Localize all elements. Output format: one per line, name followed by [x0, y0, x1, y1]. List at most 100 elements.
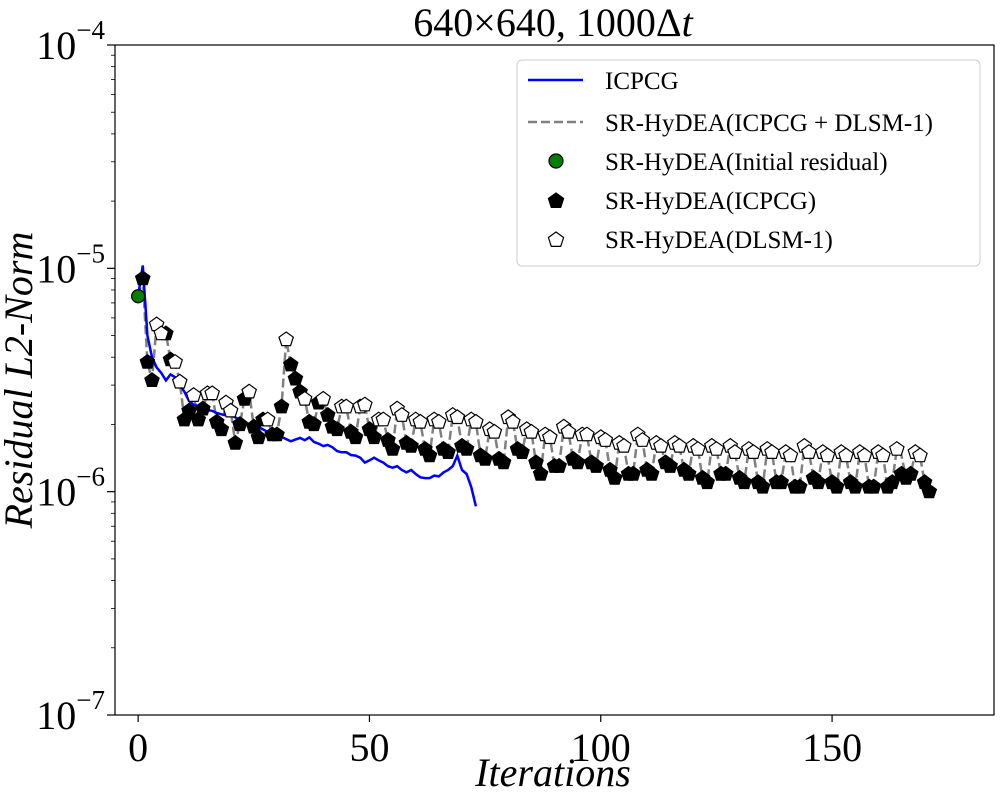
- dlsm-marker-49: [653, 437, 669, 453]
- chart-title-steps: 1000Δ: [576, 0, 682, 45]
- y-axis-label: Residual L2-Norm: [0, 232, 41, 530]
- icpcg-marker-11: [227, 434, 244, 450]
- initial-residual-marker-0: [131, 289, 146, 304]
- dlsm-marker-3: [171, 373, 188, 389]
- dlsm-marker-4: [185, 387, 202, 402]
- icpcg-marker-48: [514, 444, 530, 459]
- dlsm-marker-25: [430, 413, 447, 429]
- dlsm-marker-2: [167, 353, 184, 369]
- icpcg-marker-12: [232, 416, 248, 432]
- icpcg-marker-32: [366, 429, 382, 445]
- icpcg-marker-54: [569, 454, 586, 470]
- legend-icpcg-marker: [547, 192, 565, 208]
- icpcg-marker-91: [902, 465, 919, 481]
- legend-initial-marker: [548, 153, 564, 169]
- icpcg-marker-70: [717, 465, 734, 481]
- icpcg-marker-34: [384, 440, 401, 456]
- dlsm-marker-9: [241, 383, 258, 399]
- icpcg-marker-64: [662, 457, 679, 473]
- icpcg-marker-68: [699, 474, 716, 490]
- y-tick-label-1: 10−6: [36, 462, 105, 515]
- y-tick-base-1: 10: [36, 470, 76, 515]
- dlsm-marker-17: [356, 396, 373, 412]
- dlsm-marker-53: [690, 440, 706, 456]
- y-tick-base-3: 10: [36, 23, 76, 68]
- icpcg-marker-6: [181, 402, 197, 418]
- icpcg-marker-58: [606, 469, 623, 485]
- icpcg-marker-18: [269, 426, 285, 442]
- series-layer: [131, 265, 938, 507]
- icpcg-marker-21: [287, 370, 304, 386]
- icpcg-marker-52: [551, 457, 568, 473]
- dlsm-marker-74: [888, 440, 905, 456]
- icpcg-marker-60: [625, 465, 642, 481]
- dlsm-marker-11: [278, 331, 295, 347]
- dlsm-marker-1: [153, 325, 170, 341]
- y-tick-exponent-0: −7: [76, 685, 105, 715]
- icpcg-marker-49: [528, 454, 544, 470]
- icpcg-marker-10: [213, 421, 230, 437]
- x-tick-label-3: 150: [802, 725, 862, 770]
- icpcg-marker-78: [791, 478, 808, 494]
- dlsm-marker-69: [838, 447, 854, 463]
- dlsm-marker-12: [296, 390, 313, 406]
- icpcg-marker-82: [828, 478, 845, 494]
- dlsm-marker-10: [259, 411, 276, 427]
- icpcg-marker-93: [921, 483, 938, 499]
- icpcg-marker-7: [190, 411, 207, 427]
- icpcg-marker-74: [754, 478, 771, 494]
- dlsm-marker-63: [782, 447, 799, 463]
- icpcg-marker-44: [477, 450, 493, 466]
- icpcg-marker-36: [403, 437, 419, 453]
- y-tick-base-0: 10: [36, 693, 76, 738]
- dlsm-marker-15: [338, 398, 355, 414]
- icpcg-marker-56: [588, 457, 605, 473]
- x-tick-label-0: 0: [128, 725, 148, 770]
- icpcg-marker-50: [532, 465, 549, 481]
- legend: ICPCG SR-HyDEA(ICPCG + DLSM-1) SR-HyDEA(…: [516, 59, 981, 267]
- chart-title-t: t: [682, 0, 694, 45]
- icpcg-marker-40: [440, 444, 456, 459]
- x-tick-label-2: 100: [571, 725, 631, 770]
- icpcg-marker-2: [144, 372, 160, 387]
- icpcg-marker-28: [329, 421, 345, 437]
- dlsm-marker-45: [616, 437, 632, 453]
- y-tick-base-2: 10: [36, 246, 76, 291]
- plot-frame: [114, 44, 995, 716]
- dlsm-marker-23: [412, 413, 429, 429]
- dlsm-marker-8: [222, 402, 239, 418]
- x-axis-label: Iterations: [474, 750, 631, 795]
- dlsm-marker-59: [745, 444, 762, 459]
- icpcg-marker-26: [319, 406, 336, 422]
- legend-icpcg-points-label: SR-HyDEA(ICPCG): [605, 188, 816, 215]
- icpcg-marker-1: [139, 353, 156, 369]
- icpcg-marker-46: [495, 454, 512, 470]
- dlsm-marker-31: [486, 423, 503, 439]
- dlsm-marker-61: [764, 444, 780, 459]
- dlsm-marker-73: [875, 447, 891, 463]
- dlsm-marker-41: [579, 426, 595, 442]
- dlsm-marker-76: [912, 447, 928, 463]
- dlsm-marker-65: [801, 444, 817, 459]
- dlsm-marker-51: [671, 437, 688, 453]
- legend-dlsm-label: SR-HyDEA(DLSM-1): [605, 227, 833, 254]
- legend-icpcg-label: ICPCG: [605, 68, 679, 95]
- dlsm-marker-19: [375, 411, 392, 427]
- y-tick-label-3: 10−4: [36, 15, 105, 68]
- dlsm-marker-39: [560, 423, 577, 439]
- x-tick-label-1: 50: [349, 725, 389, 770]
- icpcg-marker-15: [250, 429, 267, 445]
- legend-box: [516, 59, 981, 267]
- dlsm-marker-6: [204, 385, 221, 401]
- icpcg-marker-38: [421, 447, 438, 463]
- y-tick-exponent-2: −5: [76, 238, 105, 268]
- chart-title: 640×640, 1000Δt: [413, 0, 693, 45]
- dlsm-marker-35: [523, 423, 540, 439]
- dlsm-marker-13: [315, 390, 332, 406]
- icpcg-marker-0: [134, 270, 151, 286]
- icpcg-marker-72: [736, 474, 753, 490]
- y-tick-label-2: 10−5: [36, 238, 105, 291]
- y-tick-label-0: 10−7: [36, 685, 105, 738]
